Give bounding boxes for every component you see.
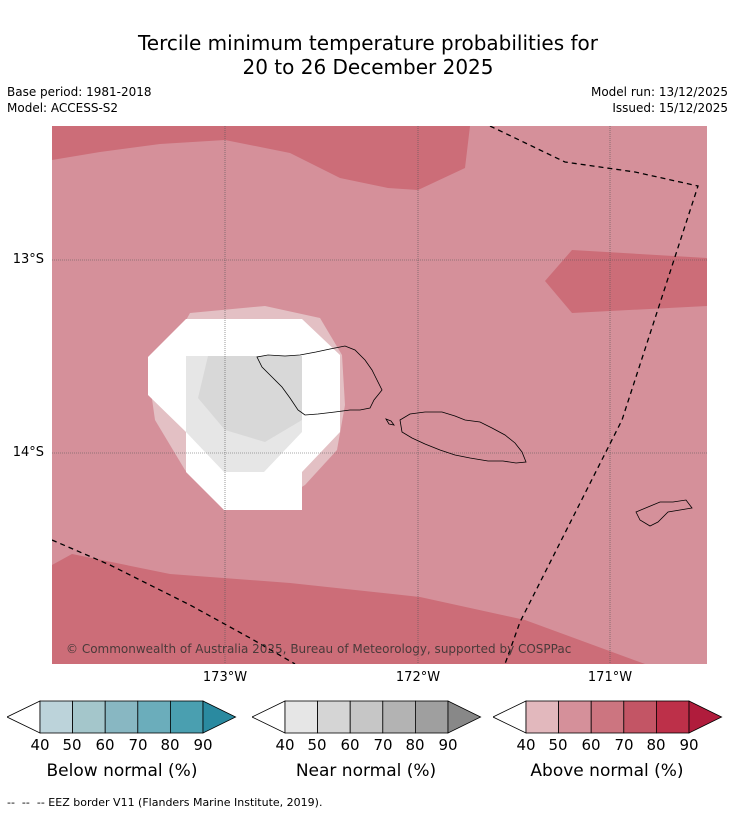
- above-legend-swatch: [558, 700, 592, 734]
- above-legend-low-arrow: [493, 700, 527, 734]
- above-legend-swatch: [623, 700, 657, 734]
- above-normal-60-east: [545, 250, 707, 313]
- near-tick-80: 80: [405, 736, 425, 754]
- above-tick-70: 70: [614, 736, 634, 754]
- lon-label-171w: 171°W: [587, 670, 633, 685]
- lat-label-13s: 13°S: [12, 252, 44, 267]
- chart-title: Tercile minimum temperature probabilitie…: [0, 31, 736, 79]
- below-tick-70: 70: [128, 736, 148, 754]
- no-signal-patch: [303, 356, 340, 414]
- near-legend-swatch: [317, 700, 351, 734]
- savaii-island-outline: [256, 345, 383, 416]
- above-legend-swatch: [590, 700, 625, 734]
- legend-title-below: Below normal (%): [46, 761, 198, 781]
- legend-near-normal: [252, 700, 482, 734]
- meta-right: Model run: 13/12/2025 Issued: 15/12/2025: [591, 84, 728, 116]
- legend-below-normal: [7, 700, 237, 734]
- near-tick-40: 40: [275, 736, 295, 754]
- meta-left: Base period: 1981-2018 Model: ACCESS-S2: [7, 84, 152, 116]
- below-tick-50: 50: [62, 736, 82, 754]
- above-legend-swatch: [655, 700, 690, 734]
- below-legend-swatch: [137, 700, 171, 734]
- below-legend-swatch: [72, 700, 106, 734]
- copyright-notice: © Commonwealth of Australia 2025, Bureau…: [66, 642, 572, 656]
- below-tick-80: 80: [160, 736, 180, 754]
- issued-date: Issued: 15/12/2025: [612, 101, 728, 115]
- near-legend-low-arrow: [252, 700, 286, 734]
- below-tick-60: 60: [95, 736, 115, 754]
- below-legend-swatch: [169, 700, 204, 734]
- eez-border: [52, 126, 699, 664]
- near-tick-90: 90: [438, 736, 458, 754]
- near-tick-70: 70: [373, 736, 393, 754]
- above-tick-40: 40: [516, 736, 536, 754]
- near-normal-50-region: [198, 356, 302, 442]
- below-legend-low-arrow: [7, 700, 41, 734]
- lat-label-14s: 14°S: [12, 445, 44, 460]
- below-tick-90: 90: [193, 736, 213, 754]
- tutuila-island-outline: [635, 499, 693, 527]
- below-legend-swatch: [39, 700, 73, 734]
- legend-title-near: Near normal (%): [295, 761, 437, 781]
- above-legend-high-arrow: [688, 700, 723, 734]
- near-legend-swatch: [382, 700, 416, 734]
- near-tick-60: 60: [340, 736, 360, 754]
- map-area: [52, 126, 707, 664]
- eez-footnote: -- -- -- EEZ border V11 (Flanders Marine…: [7, 796, 323, 809]
- title-line-2: 20 to 26 December 2025: [242, 55, 494, 79]
- near-legend-swatch: [414, 700, 449, 734]
- model-run: Model run: 13/12/2025: [590, 85, 728, 99]
- above-normal-60-north: [52, 126, 470, 190]
- upolu-island-outline: [399, 411, 527, 464]
- base-period: Base period: 1981-2018: [7, 85, 152, 99]
- title-line-1: Tercile minimum temperature probabilitie…: [137, 31, 599, 55]
- legend-title-above: Above normal (%): [530, 761, 684, 781]
- lon-label-173w: 173°W: [202, 670, 248, 685]
- near-legend-swatch: [284, 700, 318, 734]
- small-island-outline: [385, 418, 395, 426]
- near-legend-swatch: [349, 700, 384, 734]
- below-legend-swatch: [104, 700, 139, 734]
- near-tick-50: 50: [307, 736, 327, 754]
- below-tick-40: 40: [30, 736, 50, 754]
- above-normal-60-south: [52, 554, 645, 664]
- above-tick-50: 50: [548, 736, 568, 754]
- above-tick-90: 90: [679, 736, 699, 754]
- near-legend-high-arrow: [447, 700, 482, 734]
- model-name: Model: ACCESS-S2: [7, 101, 119, 115]
- lon-label-172w: 172°W: [395, 670, 441, 685]
- above-tick-80: 80: [646, 736, 666, 754]
- above-tick-60: 60: [581, 736, 601, 754]
- legend-above-normal: [493, 700, 723, 734]
- gridlines: [52, 126, 707, 664]
- above-legend-swatch: [525, 700, 559, 734]
- below-legend-high-arrow: [202, 700, 237, 734]
